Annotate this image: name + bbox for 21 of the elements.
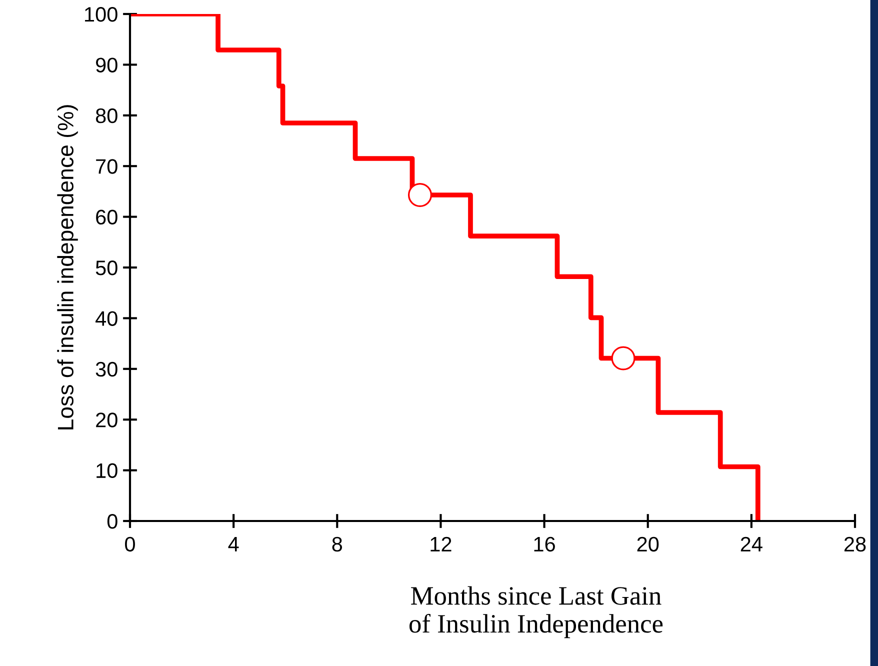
x-tick-label: 16 [534, 536, 555, 552]
y-tick-label: 60 [96, 210, 118, 225]
x-tick-label: 20 [637, 536, 659, 552]
y-tick-label: 30 [96, 362, 118, 377]
y-tick-label: 70 [96, 159, 118, 174]
y-tick-label: 0 [107, 514, 118, 529]
x-tick-label: 0 [125, 536, 135, 552]
x-tick-label: 12 [430, 536, 452, 552]
y-tick-label: 20 [96, 412, 118, 428]
x-tick-label: 24 [740, 536, 762, 552]
x-tick-label: 28 [844, 536, 866, 552]
y-tick-label: 90 [96, 58, 118, 72]
y-tick-label: 50 [96, 260, 118, 276]
y-tick-label: 100 [85, 7, 118, 22]
y-axis-title: Loss of insulin independence (%) [57, 105, 78, 430]
x-axis-title: Months since Last Gain of Insulin Independence [410, 586, 663, 638]
x-tick-label: 4 [228, 537, 239, 552]
y-tick-label: 40 [96, 311, 118, 326]
y-tick-label: 80 [96, 108, 118, 124]
x-tick-label: 8 [332, 536, 342, 552]
y-tick-label: 10 [96, 463, 118, 478]
